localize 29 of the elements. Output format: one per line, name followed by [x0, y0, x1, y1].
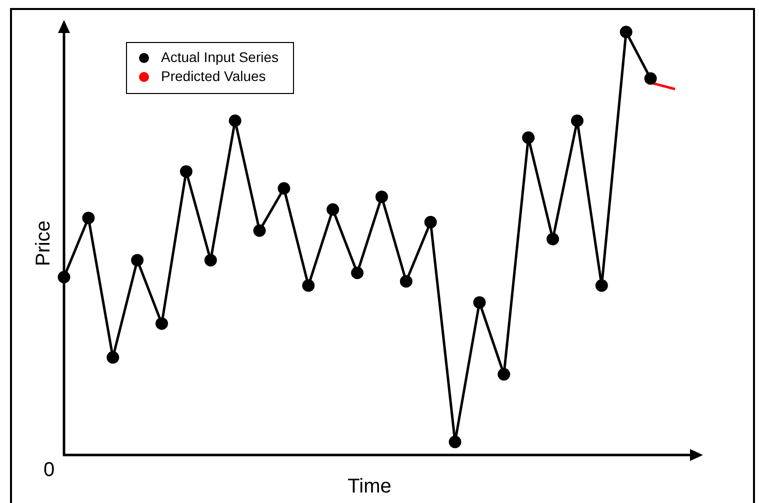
point — [106, 351, 120, 364]
point — [82, 212, 95, 224]
point — [131, 254, 144, 266]
text: 0 — [43, 459, 55, 482]
point — [204, 254, 217, 266]
point — [400, 275, 412, 288]
x-axis-title: Time — [348, 476, 392, 498]
point — [253, 224, 266, 237]
point — [473, 296, 486, 309]
point — [351, 266, 364, 280]
point — [302, 279, 315, 292]
point — [570, 114, 584, 127]
point — [620, 26, 632, 38]
point — [424, 216, 437, 228]
point — [278, 182, 290, 195]
point — [595, 279, 608, 292]
legend-label: Actual Input Series — [161, 48, 279, 67]
point — [498, 368, 510, 381]
y-axis-title: Price — [32, 220, 55, 266]
point — [522, 131, 535, 144]
point — [228, 114, 242, 127]
point — [180, 165, 192, 178]
legend-label: Predicted Values — [161, 67, 266, 86]
point — [375, 190, 388, 204]
point — [326, 203, 340, 216]
point — [448, 436, 462, 448]
point — [644, 72, 657, 85]
point — [156, 317, 168, 330]
point — [546, 232, 560, 246]
